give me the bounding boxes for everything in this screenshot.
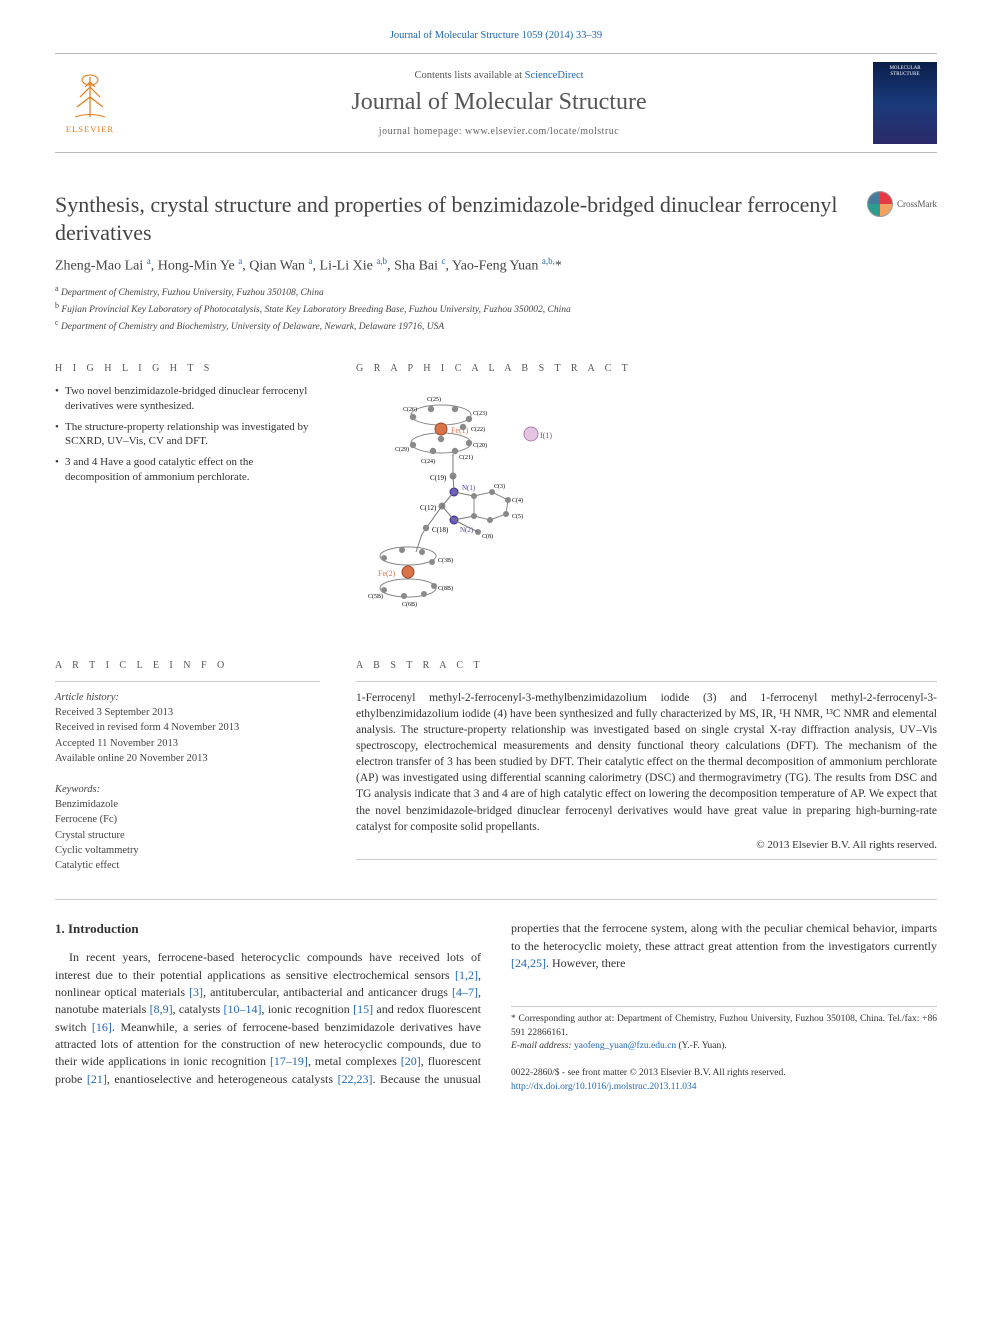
svg-text:C(19): C(19) (430, 474, 447, 482)
keywords-block: Keywords: Benzimidazole Ferrocene (Fc) C… (55, 782, 320, 873)
corresp-line: * Corresponding author at: Department of… (511, 1013, 937, 1040)
intro-heading: 1. Introduction (55, 920, 481, 939)
crossmark-label: CrossMark (897, 199, 937, 209)
svg-text:C(20): C(20) (473, 442, 487, 449)
svg-text:C(21): C(21) (459, 454, 473, 461)
svg-text:C(12): C(12) (420, 504, 437, 512)
svg-text:C(3): C(3) (494, 483, 505, 490)
footer-block: 0022-2860/$ - see front matter © 2013 El… (511, 1067, 937, 1094)
keyword: Ferrocene (Fc) (55, 812, 320, 827)
highlights-list: Two novel benzimidazole-bridged dinuclea… (55, 384, 320, 485)
svg-text:C(8B): C(8B) (438, 585, 453, 592)
elsevier-logo: ELSEVIER (55, 66, 125, 141)
svg-text:C(22): C(22) (471, 426, 485, 433)
history-head: Article history: (55, 690, 320, 705)
keyword: Catalytic effect (55, 858, 320, 873)
svg-text:C(18): C(18) (432, 526, 449, 534)
body-columns: 1. Introduction In recent years, ferroce… (55, 920, 937, 1094)
svg-text:C(8): C(8) (482, 533, 493, 540)
corresp-email-link[interactable]: yaofeng_yuan@fzu.edu.cn (574, 1041, 676, 1051)
graphical-abstract-head: G R A P H I C A L A B S T R A C T (356, 363, 937, 374)
svg-text:C(4): C(4) (512, 497, 523, 504)
abstract-text: 1-Ferrocenyl methyl-2-ferrocenyl-3-methy… (356, 690, 937, 835)
affiliations: a Department of Chemistry, Fuzhou Univer… (55, 283, 937, 335)
svg-text:C(24): C(24) (421, 458, 435, 465)
crossmark-badge[interactable]: CrossMark (867, 191, 937, 217)
keyword: Crystal structure (55, 828, 320, 843)
contents-prefix: Contents lists available at (414, 70, 524, 81)
svg-text:C(5B): C(5B) (368, 593, 383, 600)
corresp-email-suffix: (Y.-F. Yuan). (676, 1041, 727, 1051)
svg-text:C(25): C(25) (427, 396, 441, 403)
history-received: Received 3 September 2013 (55, 705, 320, 720)
svg-text:C(6B): C(6B) (402, 601, 417, 608)
history-online: Available online 20 November 2013 (55, 751, 320, 766)
corresponding-author: * Corresponding author at: Department of… (511, 1006, 937, 1053)
footer-copyright: 0022-2860/$ - see front matter © 2013 El… (511, 1067, 937, 1080)
history-revised: Received in revised form 4 November 2013 (55, 720, 320, 735)
highlight-item: Two novel benzimidazole-bridged dinuclea… (55, 384, 320, 414)
cover-title: MOLECULAR STRUCTURE (877, 66, 933, 77)
svg-text:I(1): I(1) (540, 431, 552, 440)
svg-text:C(29): C(29) (395, 446, 409, 453)
abstract-copyright: © 2013 Elsevier B.V. All rights reserved… (356, 839, 937, 851)
journal-cover-thumb: MOLECULAR STRUCTURE (873, 62, 937, 144)
elsevier-tree-icon (65, 72, 115, 122)
contents-line: Contents lists available at ScienceDirec… (139, 70, 859, 81)
section-divider (55, 899, 937, 900)
abstract-head: A B S T R A C T (356, 660, 937, 671)
svg-text:Fe(2): Fe(2) (378, 569, 396, 578)
affiliation-a: Department of Chemistry, Fuzhou Universi… (61, 288, 324, 298)
svg-text:C(26): C(26) (403, 406, 417, 413)
highlight-item: 3 and 4 Have a good catalytic effect on … (55, 455, 320, 485)
email-label: E-mail address: (511, 1041, 574, 1051)
top-citation: Journal of Molecular Structure 1059 (201… (55, 30, 937, 41)
history-accepted: Accepted 11 November 2013 (55, 736, 320, 751)
crossmark-icon (867, 191, 893, 217)
journal-homepage: journal homepage: www.elsevier.com/locat… (139, 126, 859, 137)
svg-text:C(5): C(5) (512, 513, 523, 520)
highlights-head: H I G H L I G H T S (55, 363, 320, 374)
journal-name: Journal of Molecular Structure (139, 89, 859, 116)
svg-text:N(1): N(1) (462, 484, 476, 492)
svg-text:C(23): C(23) (473, 410, 487, 417)
keyword: Cyclic voltammetry (55, 843, 320, 858)
elsevier-name: ELSEVIER (66, 124, 114, 134)
article-info-head: A R T I C L E I N F O (55, 660, 320, 671)
graphical-abstract-figure: Fe(1) C(26) C(25) C(23) C(22) C(29) C(21… (356, 384, 576, 624)
doi-link[interactable]: http://dx.doi.org/10.1016/j.molstruc.201… (511, 1082, 697, 1092)
sciencedirect-link[interactable]: ScienceDirect (525, 70, 584, 81)
affiliation-c: Department of Chemistry and Biochemistry… (61, 323, 444, 333)
authors-line: Zheng-Mao Lai a, Hong-Min Ye a, Qian Wan… (55, 256, 937, 275)
affiliation-b: Fujian Provincial Key Laboratory of Phot… (61, 305, 570, 315)
svg-text:N(2): N(2) (460, 526, 474, 534)
keyword: Benzimidazole (55, 797, 320, 812)
keywords-head: Keywords: (55, 782, 320, 797)
article-history: Article history: Received 3 September 20… (55, 690, 320, 766)
header-band: ELSEVIER Contents lists available at Sci… (55, 53, 937, 153)
svg-text:C(3B): C(3B) (438, 557, 453, 564)
article-title: Synthesis, crystal structure and propert… (55, 191, 847, 246)
highlight-item: The structure-property relationship was … (55, 420, 320, 450)
